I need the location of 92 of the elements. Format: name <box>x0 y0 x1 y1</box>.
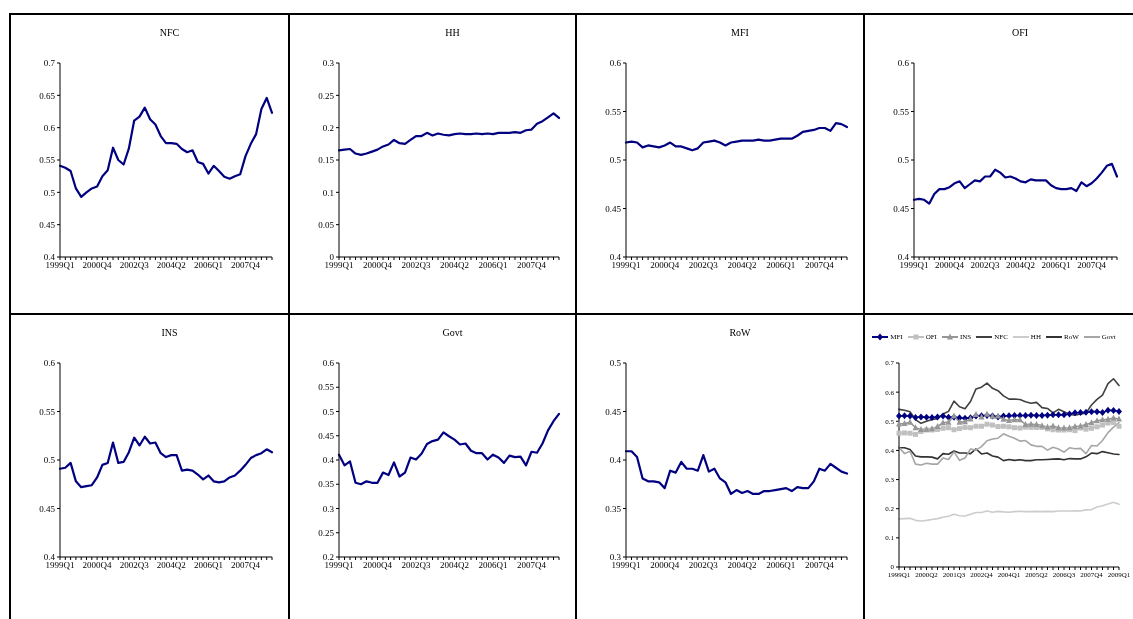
x-tick-label: 2007Q4 <box>231 260 261 271</box>
chart-title: NFC <box>158 26 181 40</box>
y-tick-label: 0.45 <box>605 203 622 214</box>
x-tick-label: 2006Q1 <box>193 260 223 271</box>
x-tick-label: 2007Q4 <box>804 560 835 571</box>
x-tick-label: 2000Q4 <box>363 560 393 571</box>
x-tick-label: 1999Q1 <box>324 560 354 571</box>
x-tick-label: 2006Q1 <box>766 560 796 571</box>
y-tick-label: 0.2 <box>322 552 334 563</box>
y-tick-label: 0.05 <box>318 219 335 230</box>
y-tick-label: 0.45 <box>318 430 335 441</box>
chart-title: MFI <box>730 26 750 40</box>
y-tick-label: 0.6 <box>43 358 56 369</box>
chart-title: OFI <box>1010 26 1030 40</box>
y-tick-label: 0.1 <box>322 187 334 198</box>
x-tick-label: 2007Q4 <box>1077 260 1107 271</box>
x-tick-label: 1999Q1 <box>45 260 75 271</box>
y-tick-label: 0.35 <box>318 479 335 490</box>
x-tick-label: 2002Q3 <box>401 560 431 571</box>
x-tick-label: 2000Q4 <box>650 260 680 271</box>
x-tick-label: 2002Q3 <box>119 260 150 271</box>
x-tick-label: 2004Q2 <box>156 560 186 571</box>
x-tick-label: 2006Q1 <box>1041 260 1071 271</box>
x-tick-label: 2004Q2 <box>440 560 469 571</box>
y-tick-label: 0.4 <box>609 455 622 466</box>
x-tick-label: 2004Q2 <box>1006 260 1036 271</box>
y-tick-label: 0.2 <box>322 122 334 133</box>
y-tick-label: 0.4 <box>609 252 622 263</box>
y-tick-label: 0.55 <box>893 106 910 117</box>
y-tick-label: 0.3 <box>322 503 335 514</box>
x-tick-label: 1999Q1 <box>899 260 929 271</box>
x-tick-label: 2002Q3 <box>119 560 150 571</box>
y-tick-label: 0.45 <box>605 406 622 417</box>
chart-title: HH <box>444 26 461 40</box>
x-tick-label: 1999Q1 <box>611 260 641 271</box>
x-tick-label: 2004Q2 <box>727 260 757 271</box>
y-tick-label: 0.4 <box>43 552 56 563</box>
y-tick-label: 0.7 <box>43 58 56 69</box>
y-tick-label: 0.4 <box>322 455 335 466</box>
y-tick-label: 0.45 <box>39 503 56 514</box>
y-tick-label: 0.3 <box>322 58 335 69</box>
y-tick-label: 0.5 <box>609 155 622 166</box>
y-tick-label: 0.6 <box>609 58 622 69</box>
x-tick-label: 2006Q1 <box>766 260 796 271</box>
y-tick-label: 0.55 <box>318 382 335 393</box>
y-tick-label: 0.15 <box>318 155 335 166</box>
y-tick-label: 0.65 <box>39 90 56 101</box>
x-tick-label: 2007Q4 <box>517 560 547 571</box>
x-tick-label: 2000Q4 <box>650 560 680 571</box>
y-tick-label: 0.45 <box>893 203 910 214</box>
x-tick-label: 2000Q4 <box>935 260 965 271</box>
x-tick-label: 2000Q4 <box>82 260 113 271</box>
x-tick-label: 1999Q1 <box>611 560 641 571</box>
x-tick-label: 2006Q1 <box>478 260 508 271</box>
x-tick-label: 2006Q1 <box>478 560 508 571</box>
x-tick-label: 2002Q3 <box>970 260 1001 271</box>
x-tick-label: 2002Q3 <box>688 560 719 571</box>
y-tick-label: 0.6 <box>897 58 910 69</box>
x-tick-label: 2006Q1 <box>193 560 223 571</box>
chart-title: INS <box>160 326 179 340</box>
x-tick-label: 2007Q4 <box>231 560 261 571</box>
x-tick-label: 2000Q4 <box>363 260 393 271</box>
y-tick-label: 0 <box>329 252 335 263</box>
x-tick-label: 1999Q1 <box>45 560 75 571</box>
y-tick-label: 0.45 <box>39 219 56 230</box>
chart-title: Govt <box>441 326 464 340</box>
y-tick-label: 0.5 <box>897 155 910 166</box>
y-tick-label: 0.6 <box>43 122 56 133</box>
y-tick-label: 0.55 <box>39 155 56 166</box>
y-tick-label: 0.55 <box>605 106 622 117</box>
x-tick-label: 2007Q4 <box>517 260 547 271</box>
chart-title: RoW <box>728 326 752 340</box>
y-tick-label: 0.5 <box>43 455 56 466</box>
y-tick-label: 0.3 <box>609 552 622 563</box>
y-tick-label: 0.5 <box>322 406 335 417</box>
y-tick-label: 0.6 <box>322 358 335 369</box>
y-tick-label: 0.25 <box>318 90 335 101</box>
x-tick-label: 2002Q3 <box>401 260 431 271</box>
x-tick-label: 2004Q2 <box>156 260 186 271</box>
x-tick-label: 2004Q2 <box>440 260 469 271</box>
y-tick-label: 0.55 <box>39 406 56 417</box>
y-tick-label: 0.5 <box>43 187 56 198</box>
y-tick-label: 0.25 <box>318 527 335 538</box>
x-tick-label: 2002Q3 <box>688 260 719 271</box>
y-tick-label: 0.4 <box>897 252 910 263</box>
x-tick-label: 2000Q4 <box>82 560 113 571</box>
x-tick-label: 2004Q2 <box>727 560 757 571</box>
y-tick-label: 0.35 <box>605 503 622 514</box>
x-tick-label: 1999Q1 <box>324 260 354 271</box>
y-tick-label: 0.4 <box>43 252 56 263</box>
y-tick-label: 0.5 <box>609 358 622 369</box>
x-tick-label: 2007Q4 <box>804 260 835 271</box>
